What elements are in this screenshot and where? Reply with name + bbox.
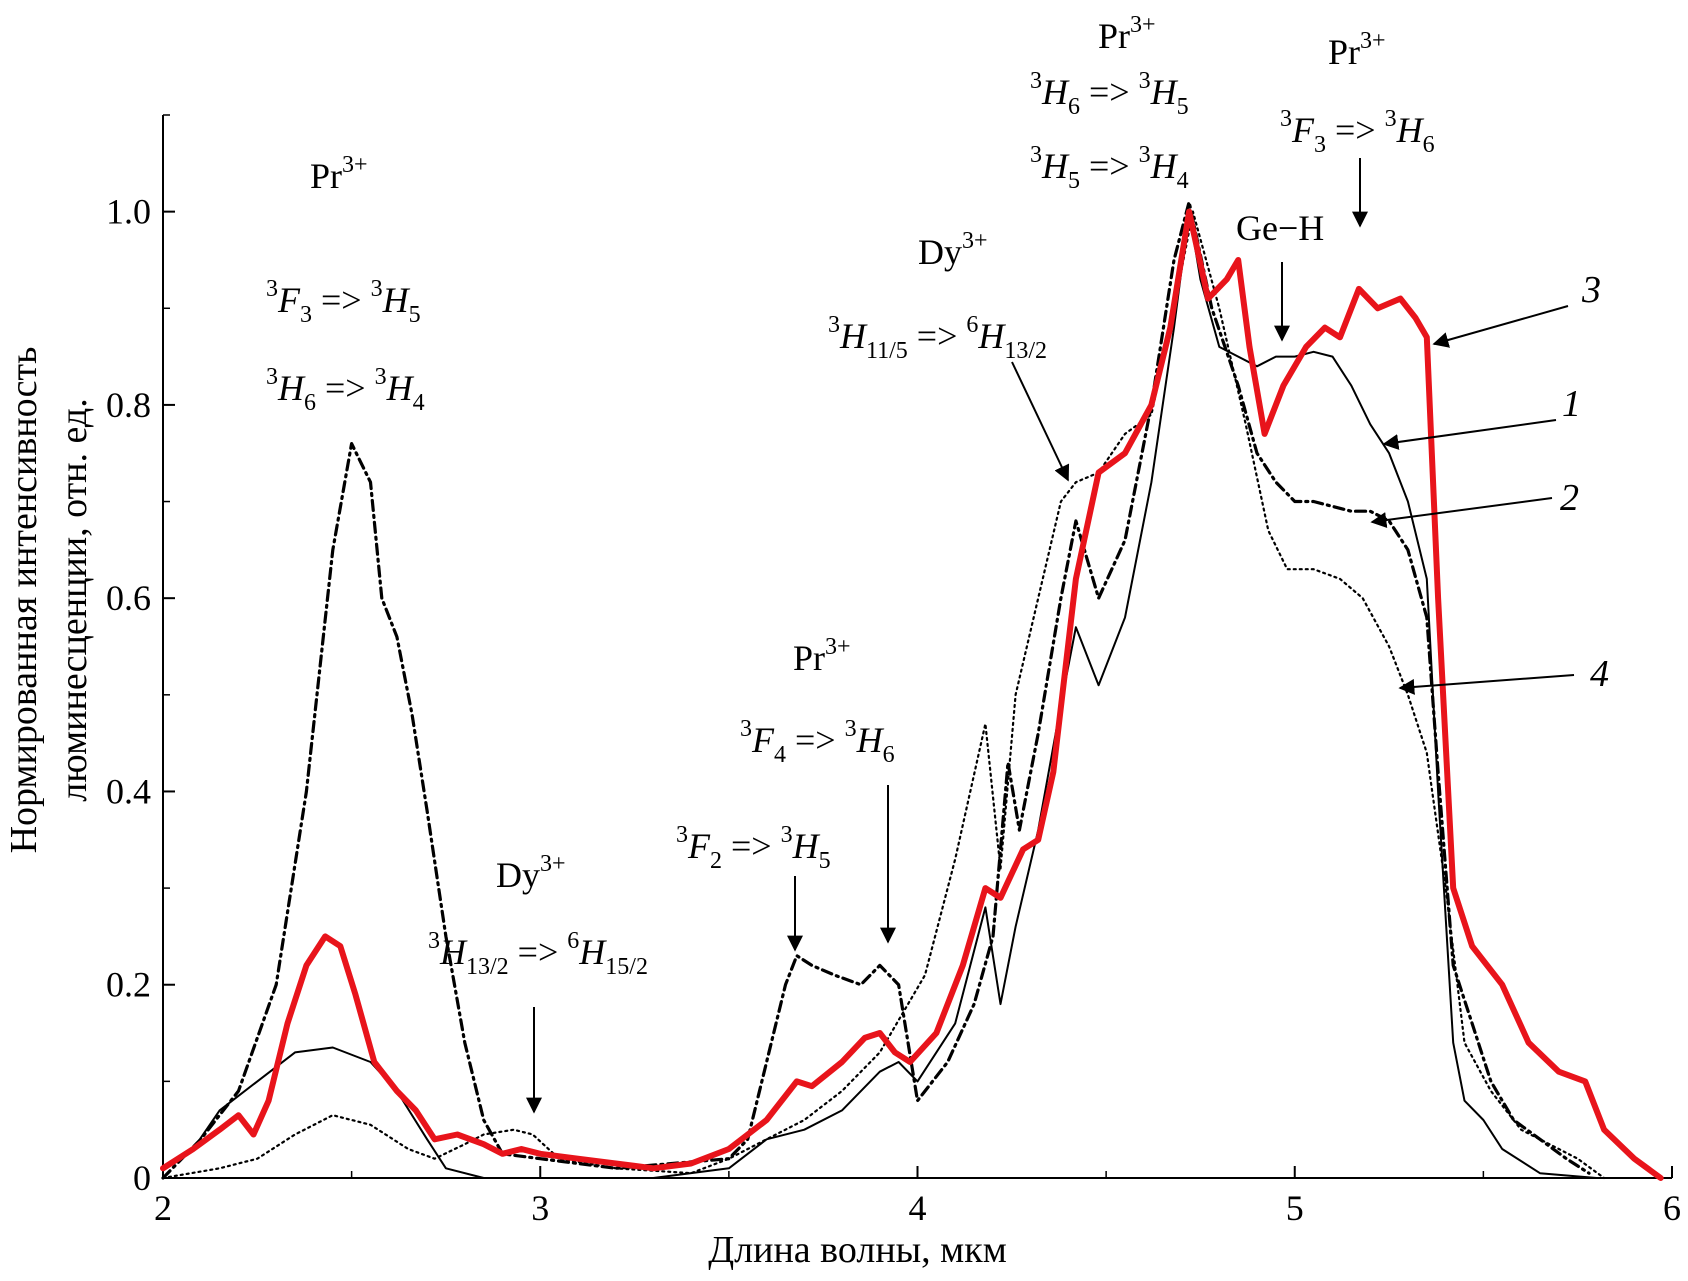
- x-tick-label: 2: [154, 1188, 172, 1228]
- arrow-dy-2: [1011, 361, 1070, 482]
- y-tick-label: 0.4: [106, 771, 151, 811]
- annotation-pr-transition-5a: 3H6 => 3H5: [1030, 68, 1189, 120]
- y-tick-label: 0: [133, 1158, 151, 1198]
- y-tick-label: 0.2: [106, 965, 151, 1005]
- curve-pointer-1: [1382, 419, 1557, 450]
- annotation-dy-ion-1: Dy3+: [496, 851, 566, 895]
- curve-label-2: 2: [1560, 477, 1579, 519]
- curve-pointer-4: [1398, 674, 1575, 695]
- annotation-ge-h: Ge−H: [1236, 208, 1324, 248]
- annotation-pr-ion-5: Pr3+: [1098, 12, 1156, 56]
- y-axis-title-line2: люминесценции, отн. ед.: [53, 398, 95, 801]
- y-tick-label: 0.8: [106, 385, 151, 425]
- annotation-pr-transition-3a: 3F4 => 3H6: [740, 716, 895, 768]
- y-tick-label: 1.0: [106, 192, 151, 232]
- curve-pointer-3: [1432, 305, 1569, 348]
- annotations: Pr3+ 3F3 => 3H5 3H6 => 3H4 Dy3+ 3H13/2 => 6H…: [266, 12, 1609, 1114]
- x-tick-label: 4: [909, 1188, 927, 1228]
- x-tick-label: 3: [531, 1188, 549, 1228]
- curve-label-1: 1: [1562, 383, 1581, 425]
- x-tick-label: 6: [1663, 1188, 1681, 1228]
- annotation-pr-transition-6: 3F3 => 3H6: [1280, 106, 1435, 158]
- x-tick-label: 5: [1286, 1188, 1304, 1228]
- annotation-pr-transition-1b: 3H6 => 3H4: [266, 364, 425, 416]
- series-group: [160, 200, 1664, 1181]
- axes: 2 3 4 5 6 0 0.2 0.4 0.6 0.8 1.0 Длина волны, мкм Нор…: [3, 114, 1681, 1271]
- y-axis-title-line1: Нормированная интенсивность: [3, 347, 45, 854]
- x-axis-title: Длина волны, мкм: [708, 1229, 1007, 1271]
- annotation-pr-ion-6: Pr3+: [1328, 28, 1386, 72]
- curve-label-3: 3: [1581, 269, 1601, 311]
- series-line-3: [160, 208, 1664, 1181]
- y-tick-label: 0.6: [106, 578, 151, 618]
- curve-label-4: 4: [1590, 653, 1609, 695]
- y-axis-title: Нормированная интенсивность люминесценции…: [3, 347, 95, 854]
- annotation-pr-transition-1a: 3F3 => 3H5: [266, 276, 421, 328]
- annotation-pr-transition-3b: 3F2 => 3H5: [676, 822, 831, 874]
- annotation-pr-transition-5b: 3H5 => 3H4: [1030, 142, 1189, 194]
- annotation-dy-ion-2: Dy3+: [918, 228, 988, 272]
- annotation-pr-ion-3: Pr3+: [793, 634, 851, 678]
- annotation-dy-transition-2: 3H11/5 => 6H13/2: [828, 312, 1047, 364]
- annotation-pr-ion-1: Pr3+: [310, 152, 368, 196]
- curve-pointer-2: [1370, 497, 1553, 529]
- annotation-dy-transition-1: 3H13/2 => 6H15/2: [428, 928, 648, 980]
